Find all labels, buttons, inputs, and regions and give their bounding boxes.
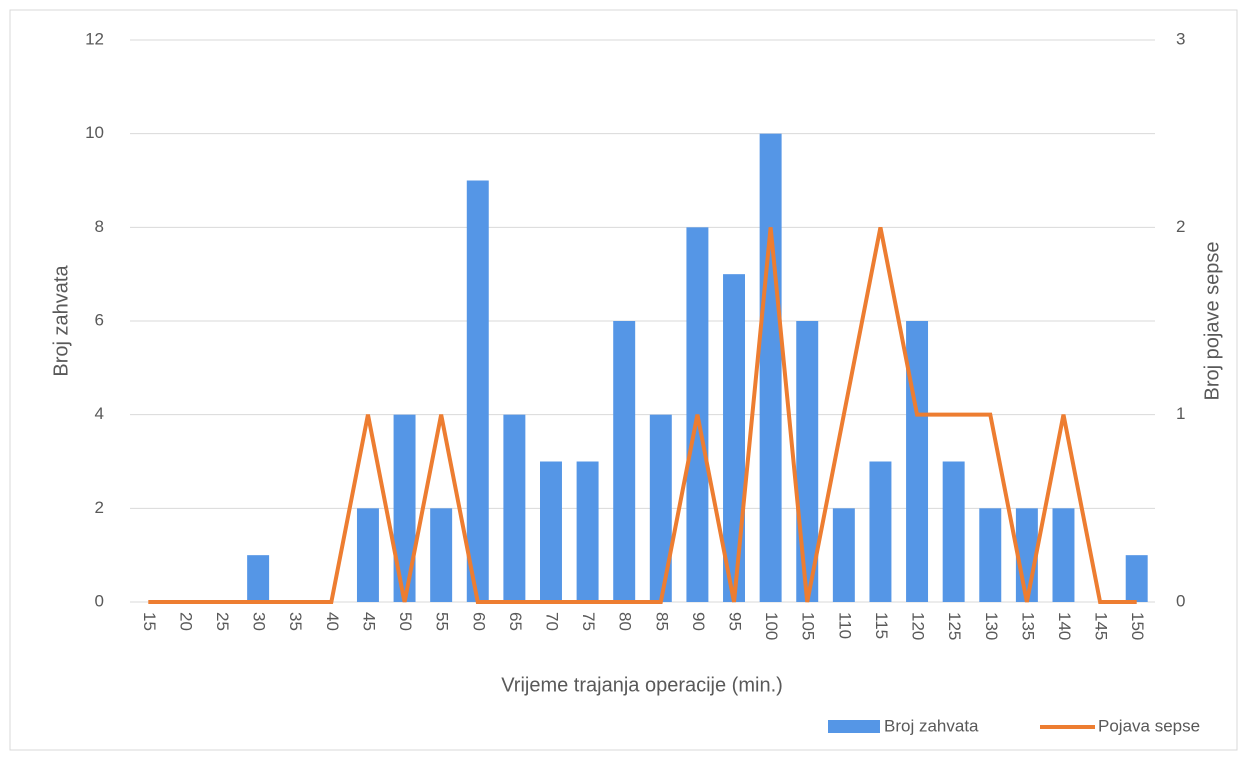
bar — [869, 461, 892, 602]
x-tick-label: 25 — [213, 612, 232, 631]
bar — [466, 180, 489, 602]
x-tick-label: 90 — [689, 612, 708, 631]
bar — [393, 414, 416, 602]
x-tick-label: 40 — [323, 612, 342, 631]
legend-swatch — [828, 720, 880, 733]
bar — [247, 555, 270, 602]
x-tick-label: 100 — [762, 612, 781, 640]
x-tick-label: 120 — [909, 612, 928, 640]
y2-tick-label: 0 — [1176, 591, 1185, 610]
x-tick-label: 70 — [542, 612, 561, 631]
y2-tick-label: 1 — [1176, 404, 1185, 423]
x-tick-label: 80 — [616, 612, 635, 631]
y2-tick-label: 2 — [1176, 217, 1185, 236]
y-tick-label: 4 — [95, 404, 104, 423]
legend-label: Pojava sepse — [1098, 716, 1200, 735]
bar — [942, 461, 965, 602]
y-axis-title: Broj zahvata — [50, 265, 72, 377]
bar — [759, 133, 782, 602]
y-tick-label: 12 — [85, 29, 104, 48]
y-tick-label: 10 — [85, 123, 104, 142]
bar — [1125, 555, 1148, 602]
bar — [613, 321, 636, 602]
bar — [832, 508, 855, 602]
x-tick-label: 125 — [945, 612, 964, 640]
line — [148, 226, 1137, 604]
x-tick-label: 85 — [652, 612, 671, 631]
y-tick-label: 2 — [95, 498, 104, 517]
legend-label: Broj zahvata — [884, 716, 979, 735]
x-tick-label: 45 — [359, 612, 378, 631]
x-tick-label: 60 — [469, 612, 488, 631]
bar — [576, 461, 599, 602]
x-tick-label: 95 — [726, 612, 745, 631]
x-tick-label: 115 — [872, 612, 891, 639]
x-tick-label: 35 — [286, 612, 305, 631]
bar — [503, 414, 526, 602]
x-tick-label: 30 — [250, 612, 269, 631]
x-tick-label: 140 — [1055, 612, 1074, 640]
y2-axis-title: Broj pojave sepse — [1201, 242, 1223, 401]
x-tick-label: 135 — [1018, 612, 1037, 640]
x-tick-label: 145 — [1092, 612, 1111, 640]
x-tick-label: 130 — [982, 612, 1001, 640]
bar — [540, 461, 562, 602]
bar — [1052, 508, 1075, 602]
x-tick-label: 20 — [176, 612, 195, 631]
bar — [430, 508, 453, 602]
x-tick-label: 75 — [579, 612, 598, 631]
bar — [356, 508, 379, 602]
x-tick-label: 15 — [140, 612, 159, 631]
bar — [649, 414, 672, 602]
x-tick-label: 50 — [396, 612, 415, 631]
bar — [723, 274, 745, 602]
y2-tick-label: 3 — [1176, 29, 1185, 48]
y-tick-label: 6 — [95, 310, 104, 329]
y-tick-label: 0 — [95, 591, 104, 610]
x-tick-label: 110 — [835, 612, 854, 639]
bar — [906, 321, 929, 602]
y-tick-label: 8 — [95, 217, 104, 236]
x-tick-label: 105 — [799, 612, 818, 640]
x-tick-label: 150 — [1128, 612, 1147, 640]
x-axis-title: Vrijeme trajanja operacije (min.) — [501, 674, 783, 696]
x-tick-label: 65 — [506, 612, 525, 631]
chart-frame — [9, 9, 1238, 751]
bar — [979, 508, 1002, 602]
x-tick-label: 55 — [433, 612, 452, 631]
